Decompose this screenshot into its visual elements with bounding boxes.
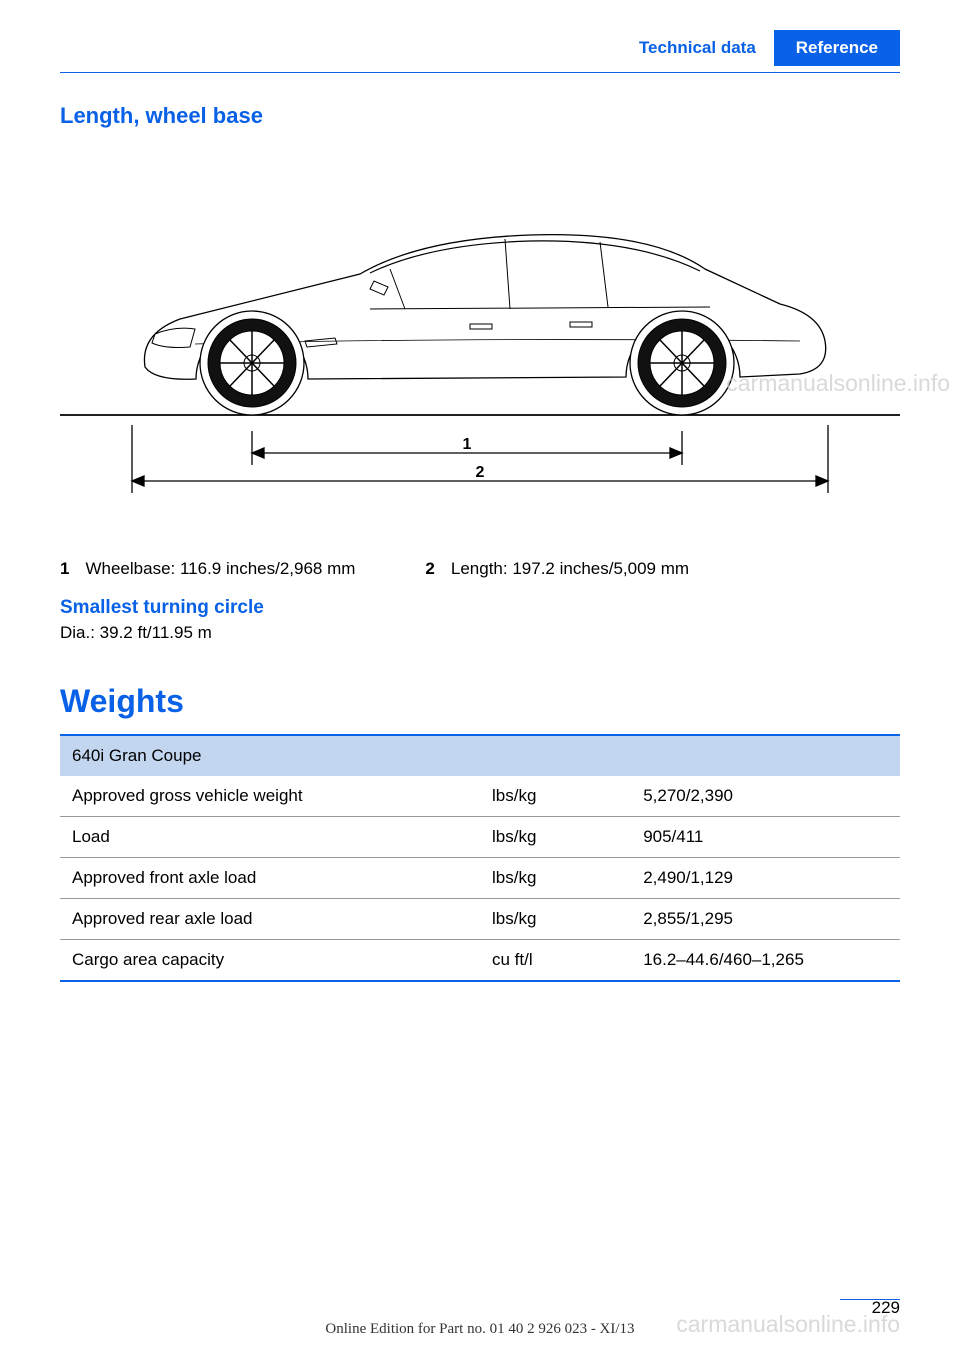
page-number: 229	[872, 1298, 900, 1318]
row-unit: lbs/kg	[480, 858, 631, 899]
row-label: Approved front axle load	[60, 858, 480, 899]
row-unit: lbs/kg	[480, 817, 631, 858]
table-header-cell: 640i Gran Coupe	[60, 735, 900, 776]
diagram-legend: 1 Wheelbase: 116.9 inches/2,968 mm 2 Len…	[60, 559, 900, 579]
row-unit: cu ft/l	[480, 940, 631, 982]
header-tab: Reference	[774, 30, 900, 66]
legend-item-1: 1 Wheelbase: 116.9 inches/2,968 mm	[60, 559, 355, 579]
legend-num: 1	[60, 559, 69, 579]
legend-text: Length: 197.2 inches/5,009 mm	[451, 559, 689, 579]
weights-table: 640i Gran Coupe Approved gross vehicle w…	[60, 734, 900, 982]
row-label: Load	[60, 817, 480, 858]
row-value: 2,855/1,295	[631, 899, 900, 940]
turning-circle-value: Dia.: 39.2 ft/11.95 m	[60, 623, 900, 643]
car-diagram: 1 2	[60, 149, 900, 529]
table-row: Approved gross vehicle weight lbs/kg 5,2…	[60, 776, 900, 817]
row-value: 16.2‒44.6/460‒1,265	[631, 940, 900, 982]
legend-num: 2	[425, 559, 434, 579]
page-header: Technical data Reference	[60, 30, 900, 73]
header-section-label: Technical data	[639, 38, 756, 58]
turning-circle-title: Smallest turning circle	[60, 597, 900, 619]
row-label: Approved rear axle load	[60, 899, 480, 940]
front-wheel	[200, 311, 304, 415]
table-row: Approved front axle load lbs/kg 2,490/1,…	[60, 858, 900, 899]
legend-text: Wheelbase: 116.9 inches/2,968 mm	[85, 559, 355, 579]
dim-length	[132, 425, 828, 493]
row-label: Cargo area capacity	[60, 940, 480, 982]
dim-label-1: 1	[463, 436, 472, 453]
legend-item-2: 2 Length: 197.2 inches/5,009 mm	[425, 559, 689, 579]
dim-label-2: 2	[476, 464, 485, 481]
row-value: 5,270/2,390	[631, 776, 900, 817]
table-row: Cargo area capacity cu ft/l 16.2‒44.6/46…	[60, 940, 900, 982]
table-header-row: 640i Gran Coupe	[60, 735, 900, 776]
weights-title: Weights	[60, 683, 900, 720]
row-value: 2,490/1,129	[631, 858, 900, 899]
row-unit: lbs/kg	[480, 776, 631, 817]
length-title: Length, wheel base	[60, 103, 900, 129]
table-row: Load lbs/kg 905/411	[60, 817, 900, 858]
row-value: 905/411	[631, 817, 900, 858]
rear-wheel	[630, 311, 734, 415]
row-unit: lbs/kg	[480, 899, 631, 940]
footer-edition: Online Edition for Part no. 01 40 2 926 …	[0, 1321, 960, 1338]
row-label: Approved gross vehicle weight	[60, 776, 480, 817]
table-row: Approved rear axle load lbs/kg 2,855/1,2…	[60, 899, 900, 940]
